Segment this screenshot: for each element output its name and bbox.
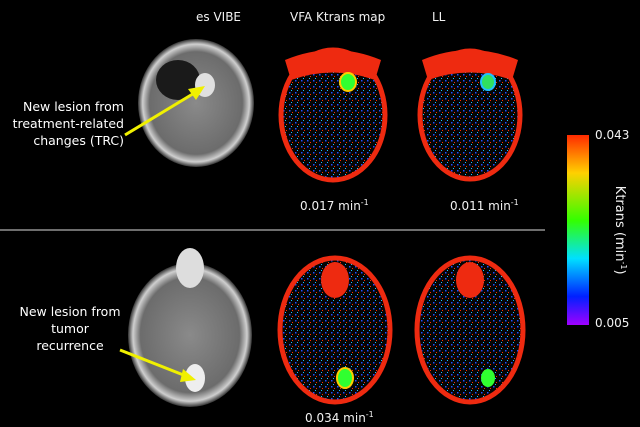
vfa-map-trc [278, 47, 388, 183]
vfa-value-trc: 0.017 min-1 [300, 198, 369, 213]
label-line: New lesion from [22, 99, 124, 114]
arrow-trc [124, 90, 197, 137]
arrows [119, 86, 205, 382]
colorbar-min: 0.005 [595, 316, 630, 330]
arrow-recurrence [119, 348, 187, 378]
label-line: tumor [51, 321, 89, 336]
ll-value-trc: 0.011 min-1 [450, 198, 519, 213]
row-label-trc: New lesion from treatment-related change… [0, 98, 124, 149]
colorbar-max: 0.043 [595, 128, 630, 142]
vibe-image-trc [138, 39, 254, 167]
label-line: changes (TRC) [33, 133, 124, 148]
ll-map-trc [417, 48, 523, 182]
ll-map-recurrence [414, 255, 526, 405]
label-line: New lesion from [19, 304, 121, 319]
arrowhead-trc [188, 86, 205, 100]
column-header-vibe: es VIBE [196, 10, 242, 24]
label-line: treatment-related [12, 116, 124, 131]
column-header-vfa: VFA Ktrans map [290, 10, 386, 24]
vfa-map-recurrence [277, 255, 393, 405]
vibe-image-recurrence [128, 248, 252, 407]
colorbar-title: Ktrans (min-1) [611, 185, 629, 275]
colorbar [567, 135, 589, 325]
label-line: recurrence [36, 338, 104, 353]
column-header-ll: LL [432, 10, 446, 24]
row-label-recurrence: New lesion from tumor recurrence [0, 303, 140, 354]
arrowhead-recurrence [180, 369, 196, 382]
vfa-value-recurrence: 0.034 min-1 [305, 410, 374, 425]
